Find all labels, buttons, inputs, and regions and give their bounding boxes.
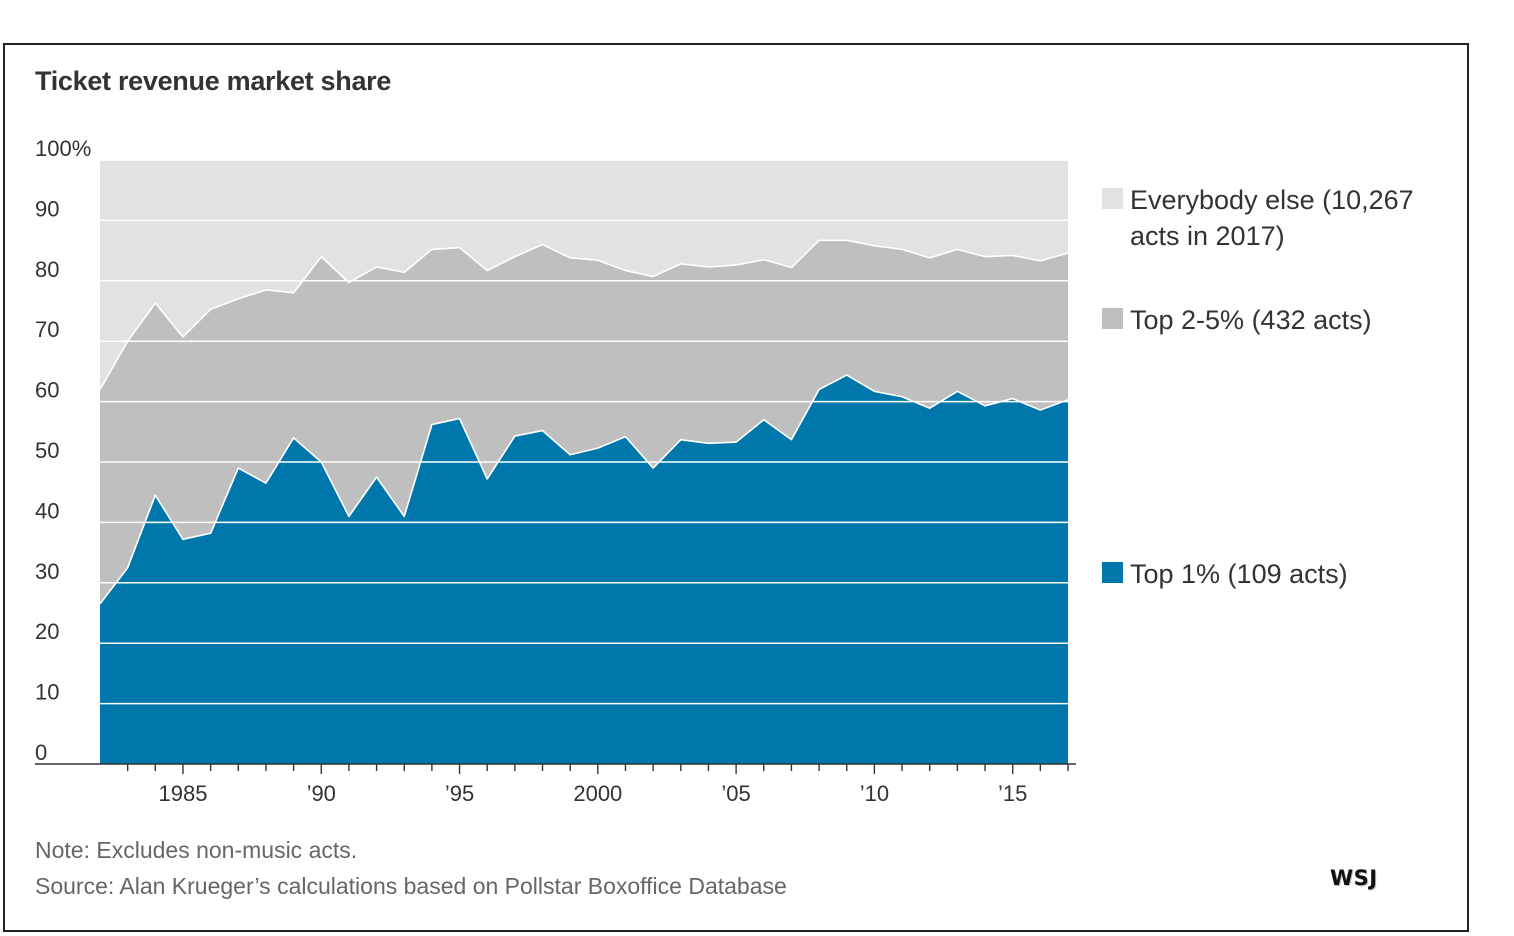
area-top1 (100, 375, 1068, 764)
y-tick-label: 10 (35, 680, 59, 705)
legend-swatch-top-2-5 (1102, 308, 1123, 329)
y-tick-label: 70 (35, 317, 59, 342)
legend-label-top-2-5: Top 2-5% (432 acts) (1130, 305, 1372, 335)
legend-item-top-1: Top 1% (109 acts) (1102, 556, 1450, 592)
y-tick-label: 0 (35, 740, 47, 765)
wsj-logo: WSJ (1330, 866, 1378, 890)
x-tick-label: 2000 (573, 781, 622, 806)
legend-item-everybody-else: Everybody else (10,267 acts in 2017) (1102, 182, 1450, 254)
chart-title: Ticket revenue market share (35, 66, 392, 96)
legend-label-everybody-else: Everybody else (10,267 acts in 2017) (1130, 185, 1414, 251)
y-tick-label: 80 (35, 257, 59, 282)
legend-label-top-1: Top 1% (109 acts) (1130, 559, 1348, 589)
x-tick-label: ’90 (307, 781, 336, 806)
y-tick-label: 90 (35, 196, 59, 221)
chart-frame (3, 43, 1469, 932)
legend-item-top-2-5: Top 2-5% (432 acts) (1102, 302, 1450, 338)
y-tick-label: 30 (35, 559, 59, 584)
x-tick-label: ’95 (445, 781, 474, 806)
series-line-top2_5 (99, 239, 1069, 390)
series-line-top1 (99, 374, 1069, 605)
x-tick-label: 1985 (158, 781, 207, 806)
legend-swatch-top-1 (1102, 562, 1123, 583)
legend-swatch-everybody-else (1102, 188, 1123, 209)
y-tick-label: 40 (35, 498, 59, 523)
y-tick-label: 100% (35, 136, 91, 161)
x-tick-label: ’15 (998, 781, 1027, 806)
x-tick-label: ’10 (860, 781, 889, 806)
y-tick-label: 20 (35, 619, 59, 644)
y-tick-label: 50 (35, 438, 59, 463)
chart-note: Note: Excludes non-music acts. (35, 837, 358, 863)
y-tick-label: 60 (35, 378, 59, 403)
x-tick-label: ’05 (721, 781, 750, 806)
chart-source: Source: Alan Krueger’s calculations base… (35, 873, 787, 899)
